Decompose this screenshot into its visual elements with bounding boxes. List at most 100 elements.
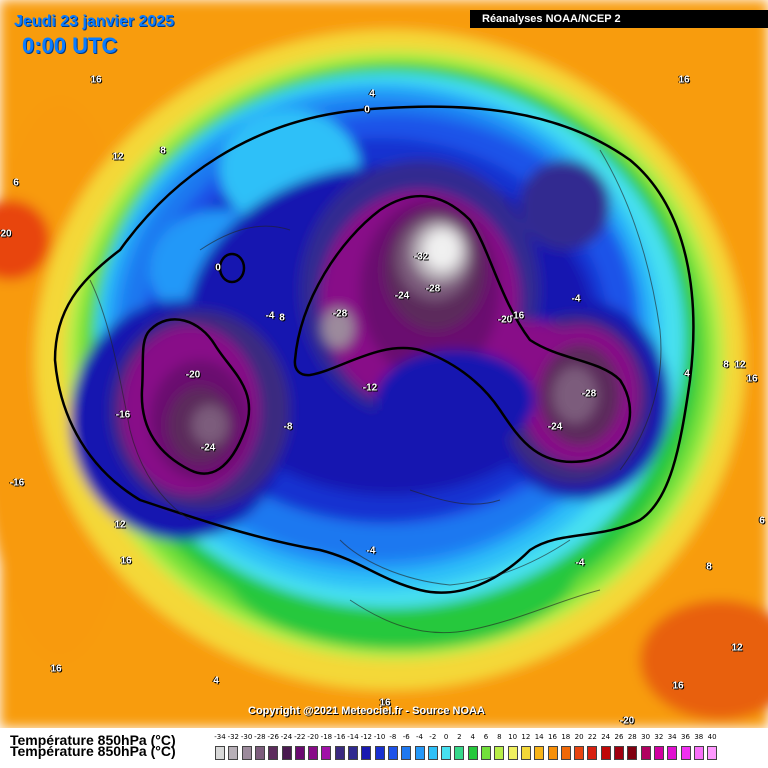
legend-swatch xyxy=(401,746,412,760)
contour-label: -28 xyxy=(581,388,597,400)
legend-swatch xyxy=(441,746,452,760)
contour-label: 12 xyxy=(734,359,746,371)
legend-swatch xyxy=(667,746,678,760)
legend-tick: 22 xyxy=(587,733,597,741)
legend-swatch xyxy=(680,746,691,760)
legend-swatch xyxy=(693,746,704,760)
legend-swatch xyxy=(281,746,292,760)
legend-tick: -12 xyxy=(360,733,373,741)
temperature-map: Jeudi 23 janvier 2025 0:00 UTC Réanalyse… xyxy=(0,0,768,728)
legend-swatch xyxy=(534,746,545,760)
legend-tick: 24 xyxy=(601,733,611,741)
legend-swatch xyxy=(334,746,345,760)
temperature-fields xyxy=(0,0,768,728)
contour-label: 16 xyxy=(746,373,758,385)
contour-label: 16 xyxy=(90,74,102,86)
contour-label: -28 xyxy=(425,283,441,295)
legend-tick: 28 xyxy=(627,733,637,741)
legend-tick: -20 xyxy=(307,733,319,741)
legend-tick: -18 xyxy=(320,733,333,741)
coastlines xyxy=(89,149,662,634)
time-title: 0:00 UTC xyxy=(22,33,118,58)
legend-tick: 34 xyxy=(667,733,677,741)
contour-label: 16 xyxy=(678,74,690,86)
legend-tick: -28 xyxy=(254,733,266,741)
legend-tick: -24 xyxy=(280,733,293,741)
legend-title-shadow: Température 850hPa (°C) xyxy=(10,743,176,759)
legend-tick: -2 xyxy=(429,733,437,741)
legend-tick: -34 xyxy=(214,733,226,741)
legend-swatch xyxy=(507,746,518,760)
contour-label: 0 xyxy=(215,262,221,274)
date-title: Jeudi 23 janvier 2025 xyxy=(14,13,175,30)
legend-swatch xyxy=(294,746,305,760)
contour-label: -24 xyxy=(547,421,563,433)
legend-swatch xyxy=(653,746,664,760)
legend-tick: -4 xyxy=(416,733,423,741)
legend-swatch xyxy=(321,746,332,760)
contour-label: 8 xyxy=(279,312,285,324)
legend-swatch xyxy=(241,746,252,760)
contour-label: 12 xyxy=(731,642,743,654)
copyright-notice: Copyright @2021 Meteociel.fr - Source NO… xyxy=(248,705,485,717)
legend-tick: -8 xyxy=(389,733,397,741)
contour-label: 6 xyxy=(759,515,765,527)
legend-swatch xyxy=(560,746,571,760)
legend-tick: -22 xyxy=(294,733,306,741)
contour-label: -4 xyxy=(265,310,275,322)
legend-swatch xyxy=(574,746,585,760)
minus-twenty-isotherm xyxy=(140,194,632,475)
contour-label: -4 xyxy=(571,293,581,305)
legend-tick: 20 xyxy=(574,733,584,741)
legend-swatch xyxy=(587,746,598,760)
legend-tick: -16 xyxy=(333,733,346,741)
contour-label: 4 xyxy=(684,368,690,380)
legend-swatch xyxy=(600,746,611,760)
legend-swatch xyxy=(494,746,505,760)
legend-swatch xyxy=(614,746,624,760)
contour-label: -16 xyxy=(115,409,131,421)
contour-label: -12 xyxy=(362,382,378,394)
contour-label: -28 xyxy=(332,308,348,320)
legend-tick: -14 xyxy=(347,733,359,741)
contour-label: -24 xyxy=(394,290,410,302)
contour-label: 16 xyxy=(50,663,62,675)
source-banner: Réanalyses NOAA/NCEP 2 xyxy=(470,10,768,28)
legend-swatch xyxy=(640,746,651,760)
zero-isotherm xyxy=(53,105,695,594)
contour-label: 16 xyxy=(120,555,132,567)
contour-label: 0 xyxy=(364,104,370,116)
contour-label: 8 xyxy=(706,561,712,573)
contour-label: 4 xyxy=(213,675,219,687)
contour-label: -20 xyxy=(497,314,513,326)
legend-tick: 40 xyxy=(707,733,717,741)
contour-label: 20 xyxy=(0,228,12,240)
legend-swatch xyxy=(254,746,265,760)
contour-label: 16 xyxy=(672,680,684,692)
legend-swatch xyxy=(348,746,358,760)
contour-label: 6 xyxy=(13,177,19,189)
legend-swatch xyxy=(268,746,279,760)
legend-tick: 6 xyxy=(483,733,489,741)
legend-tick: 2 xyxy=(457,733,462,741)
contour-label: 16 xyxy=(379,697,391,709)
contour-label: -16 xyxy=(9,477,25,489)
legend-tick: 36 xyxy=(681,733,690,741)
contour-label: 12 xyxy=(114,519,126,531)
legend-swatch xyxy=(215,746,225,760)
legend-tick: 0 xyxy=(443,733,449,741)
legend-tick: 32 xyxy=(654,733,664,741)
legend-swatch xyxy=(387,746,398,760)
legend-tick: -30 xyxy=(240,733,253,741)
contour-label: -16 xyxy=(509,310,525,322)
legend-tick: 12 xyxy=(521,733,531,741)
legend-tick: 16 xyxy=(548,733,557,741)
legend-swatch xyxy=(467,746,478,760)
contour-label: -8 xyxy=(283,421,293,433)
legend-swatch xyxy=(228,746,239,760)
legend-tick: 8 xyxy=(497,733,502,741)
map-canvas xyxy=(0,0,768,728)
legend-tick: 38 xyxy=(694,733,704,741)
legend-swatch xyxy=(547,746,558,760)
legend-tick: 18 xyxy=(561,733,571,741)
